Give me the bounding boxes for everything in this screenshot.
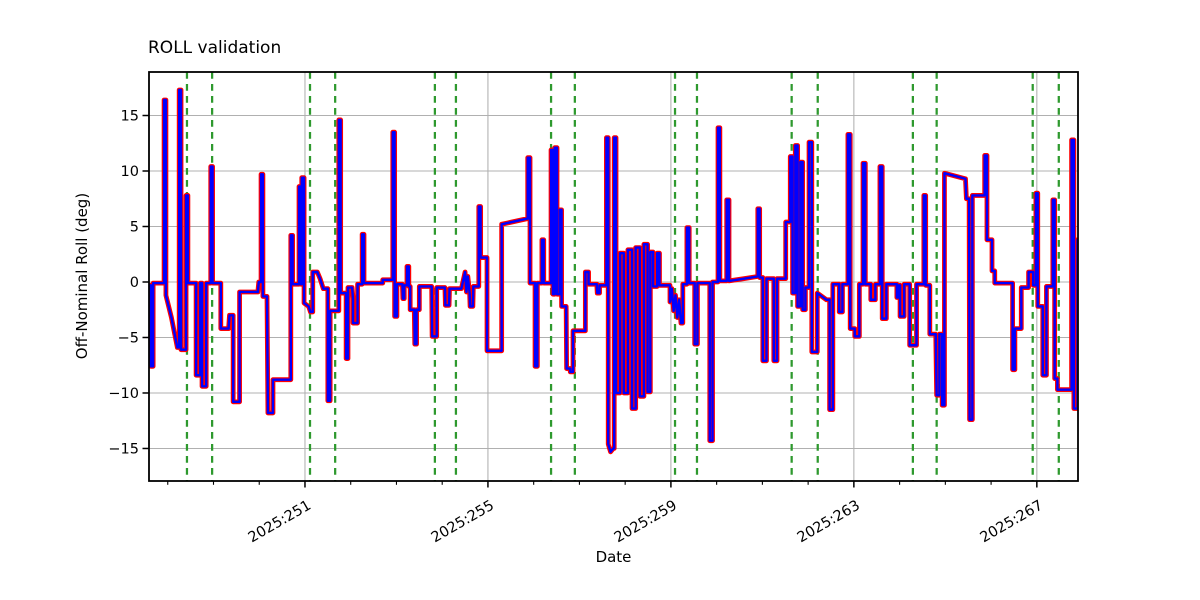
tick-label: −5 [118,330,139,346]
tick-label: 10 [121,164,139,180]
tick-label: −10 [108,386,139,402]
x-axis-label: Date [595,548,632,566]
y-axis-label: Off-Nominal Roll (deg) [73,192,91,360]
tick-label: 0 [130,275,139,291]
series-computed-roll-blue [149,88,1078,454]
tick-label: 5 [130,219,139,235]
axes-spines [148,71,1079,482]
tick-label: −15 [108,441,139,457]
chart-title: ROLL validation [148,38,282,58]
tick-label: 15 [121,109,139,125]
